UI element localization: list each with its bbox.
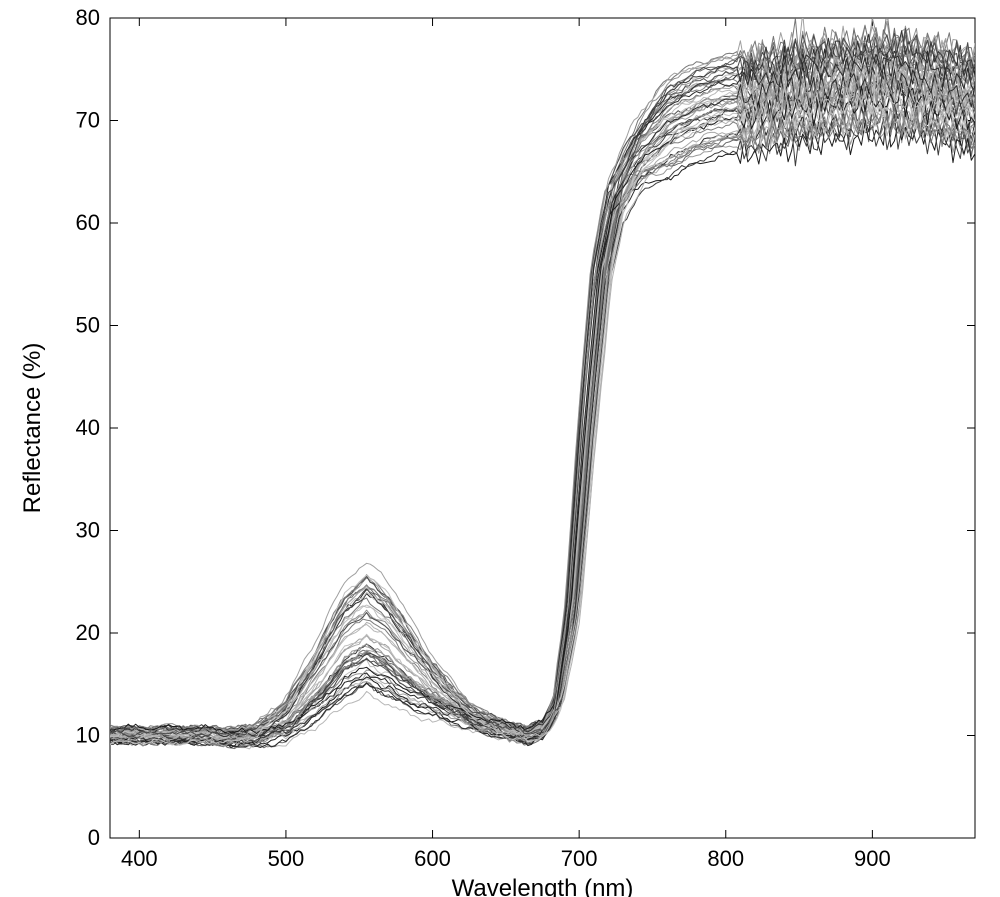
spectrum-line: [110, 63, 975, 737]
spectrum-line: [110, 59, 975, 732]
spectrum-line: [110, 79, 975, 743]
x-tick-label: 700: [561, 846, 598, 871]
spectrum-line: [110, 104, 975, 737]
spectrum-line: [110, 63, 975, 748]
x-tick-label: 500: [268, 846, 305, 871]
x-tick-label: 900: [854, 846, 891, 871]
spectrum-line: [110, 100, 975, 741]
y-tick-label: 40: [76, 415, 100, 440]
spectrum-line: [110, 48, 975, 747]
spectrum-line: [110, 100, 975, 738]
x-tick-label: 800: [707, 846, 744, 871]
spectrum-line: [110, 46, 975, 736]
spectra-group: [110, 12, 975, 749]
spectrum-line: [110, 70, 975, 745]
spectrum-line: [110, 31, 975, 738]
spectrum-line: [110, 34, 975, 744]
spectrum-line: [110, 49, 975, 744]
spectrum-line: [110, 114, 975, 743]
spectrum-line: [110, 34, 975, 738]
spectrum-line: [110, 98, 975, 733]
spectrum-line: [110, 65, 975, 736]
spectrum-line: [110, 87, 975, 734]
spectrum-line: [110, 66, 975, 739]
y-tick-label: 60: [76, 210, 100, 235]
spectrum-line: [110, 100, 975, 731]
spectrum-line: [110, 85, 975, 746]
spectrum-line: [110, 54, 975, 733]
y-tick-label: 0: [88, 825, 100, 850]
spectrum-line: [110, 83, 975, 734]
spectrum-line: [110, 47, 975, 749]
x-tick-label: 600: [414, 846, 451, 871]
spectrum-line: [110, 92, 975, 743]
reflectance-chart: 400 500 600 700 800 900 0 10 20 30 40 50 60 70 80 Wavel…: [0, 0, 1000, 897]
spectrum-line: [110, 101, 975, 742]
y-tick-label: 50: [76, 313, 100, 338]
spectrum-line: [110, 72, 975, 749]
y-tick-label: 20: [76, 620, 100, 645]
spectrum-line: [110, 46, 975, 735]
spectrum-line: [110, 37, 975, 743]
y-tick-label: 80: [76, 5, 100, 30]
spectrum-line: [110, 74, 975, 730]
spectrum-line: [110, 76, 975, 744]
x-axis-label: Wavelength (nm): [452, 875, 634, 897]
y-tick-label: 10: [76, 723, 100, 748]
spectrum-line: [110, 60, 975, 736]
spectrum-line: [110, 69, 975, 747]
spectrum-line: [110, 104, 975, 734]
y-axis-label: Reflectance (%): [19, 343, 46, 514]
spectrum-line: [110, 105, 975, 746]
spectrum-line: [110, 68, 975, 737]
spectrum-line: [110, 73, 975, 747]
y-tick-label: 70: [76, 108, 100, 133]
spectrum-line: [110, 107, 975, 746]
plot-border: [110, 18, 975, 838]
spectrum-line: [110, 63, 975, 741]
x-tick-label: 400: [121, 846, 158, 871]
chart-svg: 400 500 600 700 800 900 0 10 20 30 40 50 60 70 80 Wavel…: [0, 0, 1000, 897]
spectrum-line: [110, 56, 975, 737]
y-tick-label: 30: [76, 518, 100, 543]
spectrum-line: [110, 101, 975, 731]
spectrum-line: [110, 65, 975, 739]
